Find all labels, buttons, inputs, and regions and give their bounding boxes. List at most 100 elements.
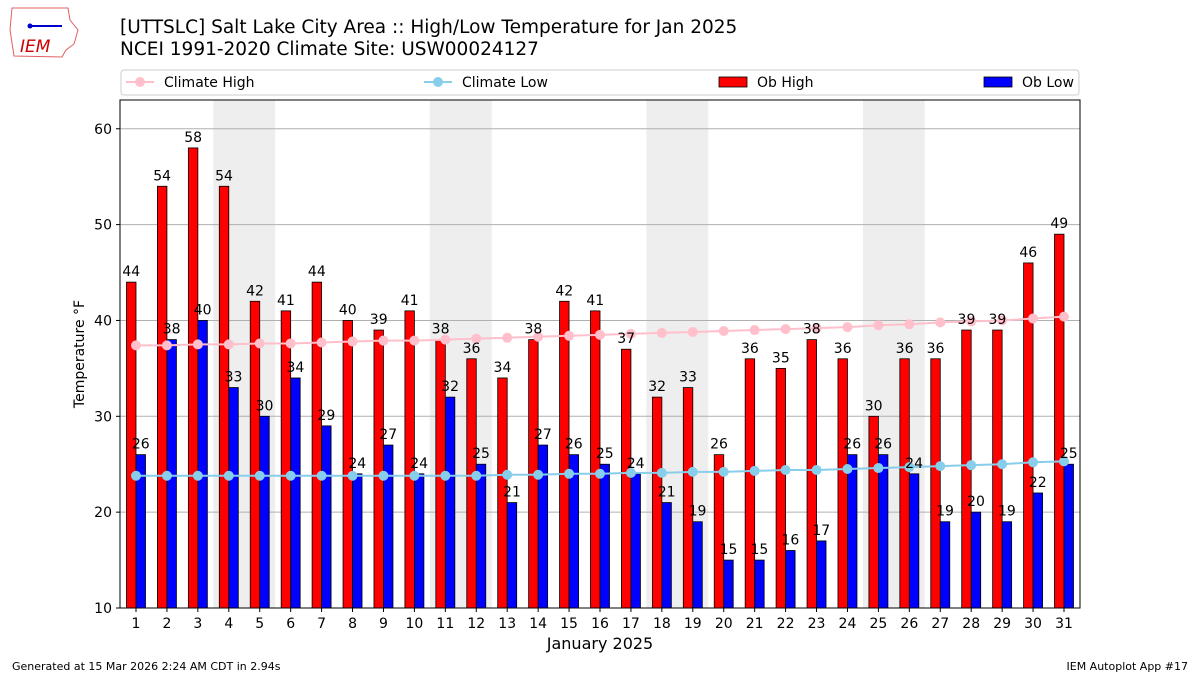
climate-low-point <box>904 462 915 473</box>
climate-high-point <box>780 324 791 335</box>
ob-low-bar <box>723 559 734 609</box>
ob-high-label: 42 <box>555 283 573 299</box>
ob-high-label: 46 <box>1019 245 1037 261</box>
legend-ob-high-swatch <box>718 76 748 88</box>
ob-low-label: 25 <box>472 446 490 462</box>
ob-high-label: 54 <box>153 168 171 184</box>
ob-low-label: 30 <box>256 398 274 414</box>
ob-high-label: 36 <box>741 341 759 357</box>
ob-high-bar <box>682 387 694 609</box>
x-tick-label: 18 <box>653 616 671 632</box>
x-tick-label: 25 <box>869 616 887 632</box>
climate-low-point <box>378 470 389 481</box>
ob-high-label: 34 <box>494 360 512 376</box>
climate-low-point <box>285 470 296 481</box>
ob-high-bar <box>280 310 292 609</box>
ob-low-bar <box>878 454 889 609</box>
climate-low-point <box>842 464 853 475</box>
climate-high-point <box>564 330 575 341</box>
ob-low-bar <box>228 387 239 609</box>
ob-low-label: 26 <box>874 437 892 453</box>
x-tick-label: 17 <box>622 616 640 632</box>
ob-low-bar <box>939 521 951 609</box>
climate-high-point <box>625 328 636 339</box>
legend-ob-low-label: Ob Low <box>1022 75 1074 91</box>
x-tick-label: 7 <box>317 616 326 632</box>
x-tick-label: 14 <box>529 616 547 632</box>
ob-high-label: 44 <box>308 264 326 280</box>
climate-high-point <box>254 338 265 349</box>
ob-low-bar <box>599 463 610 609</box>
climate-high-point <box>440 334 451 345</box>
climate-low-point <box>718 466 729 477</box>
climate-low-point <box>192 470 203 481</box>
x-tick-label: 24 <box>839 616 857 632</box>
climate-low-point <box>935 461 946 472</box>
x-tick-label: 28 <box>962 616 980 632</box>
y-tick-label: 60 <box>94 122 112 138</box>
climate-low-point <box>471 470 482 481</box>
ob-low-label: 26 <box>843 437 861 453</box>
footer-generated: Generated at 15 Mar 2026 2:24 AM CDT in … <box>12 660 281 673</box>
climate-high-point <box>656 327 667 338</box>
ob-low-bar <box>908 473 920 609</box>
x-tick-label: 9 <box>379 616 388 632</box>
ob-low-bar <box>475 463 487 609</box>
ob-high-label: 54 <box>215 168 233 184</box>
climate-high-point <box>749 325 760 336</box>
ob-high-label: 38 <box>524 322 542 338</box>
ob-high-label: 38 <box>803 322 821 338</box>
ob-high-bar <box>621 348 632 609</box>
climate-low-point <box>564 468 575 479</box>
climate-low-point <box>161 470 172 481</box>
climate-high-point <box>1059 311 1069 322</box>
ob-low-bar <box>537 444 549 609</box>
ob-high-label: 41 <box>586 293 604 309</box>
climate-high-point <box>192 339 203 350</box>
title-line-2: NCEI 1991-2020 Climate Site: USW00024127 <box>120 39 539 60</box>
legend-ob-low-swatch <box>983 76 1013 88</box>
ob-low-bar <box>259 415 270 609</box>
ob-low-bar <box>754 559 765 609</box>
ob-low-label: 19 <box>936 504 954 520</box>
title-line-1: [UTTSLC] Salt Lake City Area :: High/Low… <box>120 17 738 38</box>
climate-high-point <box>502 332 513 343</box>
ob-low-bar <box>413 473 425 609</box>
ob-low-bar <box>506 502 518 609</box>
ob-low-label: 24 <box>348 456 366 472</box>
ob-high-label: 39 <box>958 312 976 328</box>
x-tick-label: 30 <box>1024 616 1042 632</box>
climate-high-point <box>409 335 420 346</box>
ob-high-label: 36 <box>834 341 852 357</box>
climate-low-point <box>316 470 327 481</box>
ob-low-label: 26 <box>132 437 150 453</box>
ob-high-label: 49 <box>1050 216 1068 232</box>
ob-high-label: 36 <box>927 341 945 357</box>
x-tick-label: 23 <box>808 616 826 632</box>
ob-high-label: 36 <box>896 341 914 357</box>
ob-high-bar <box>218 185 230 609</box>
climate-low-point <box>873 463 884 474</box>
climate-low-point <box>502 469 513 480</box>
x-tick-label: 26 <box>900 616 918 632</box>
ob-high-label: 33 <box>679 370 697 386</box>
ob-high-bar <box>930 358 941 609</box>
x-tick-label: 27 <box>931 616 949 632</box>
ob-high-bar <box>713 454 725 609</box>
ob-high-label: 37 <box>617 331 635 347</box>
climate-low-point <box>656 467 667 478</box>
ob-high-label: 36 <box>463 341 481 357</box>
ob-low-bar <box>352 473 363 609</box>
climate-low-point <box>223 470 234 481</box>
ob-low-bar <box>661 502 672 609</box>
x-tick-label: 4 <box>224 616 233 632</box>
climate-low-point <box>347 470 358 481</box>
climate-high-point <box>904 319 915 330</box>
ob-high-label: 44 <box>122 264 140 280</box>
climate-high-point <box>595 329 605 340</box>
x-tick-label: 15 <box>560 616 578 632</box>
climate-low-point <box>687 466 698 477</box>
ob-high-bar <box>311 281 323 609</box>
legend-ob-high-label: Ob High <box>757 75 814 91</box>
climate-low-point <box>440 470 451 481</box>
